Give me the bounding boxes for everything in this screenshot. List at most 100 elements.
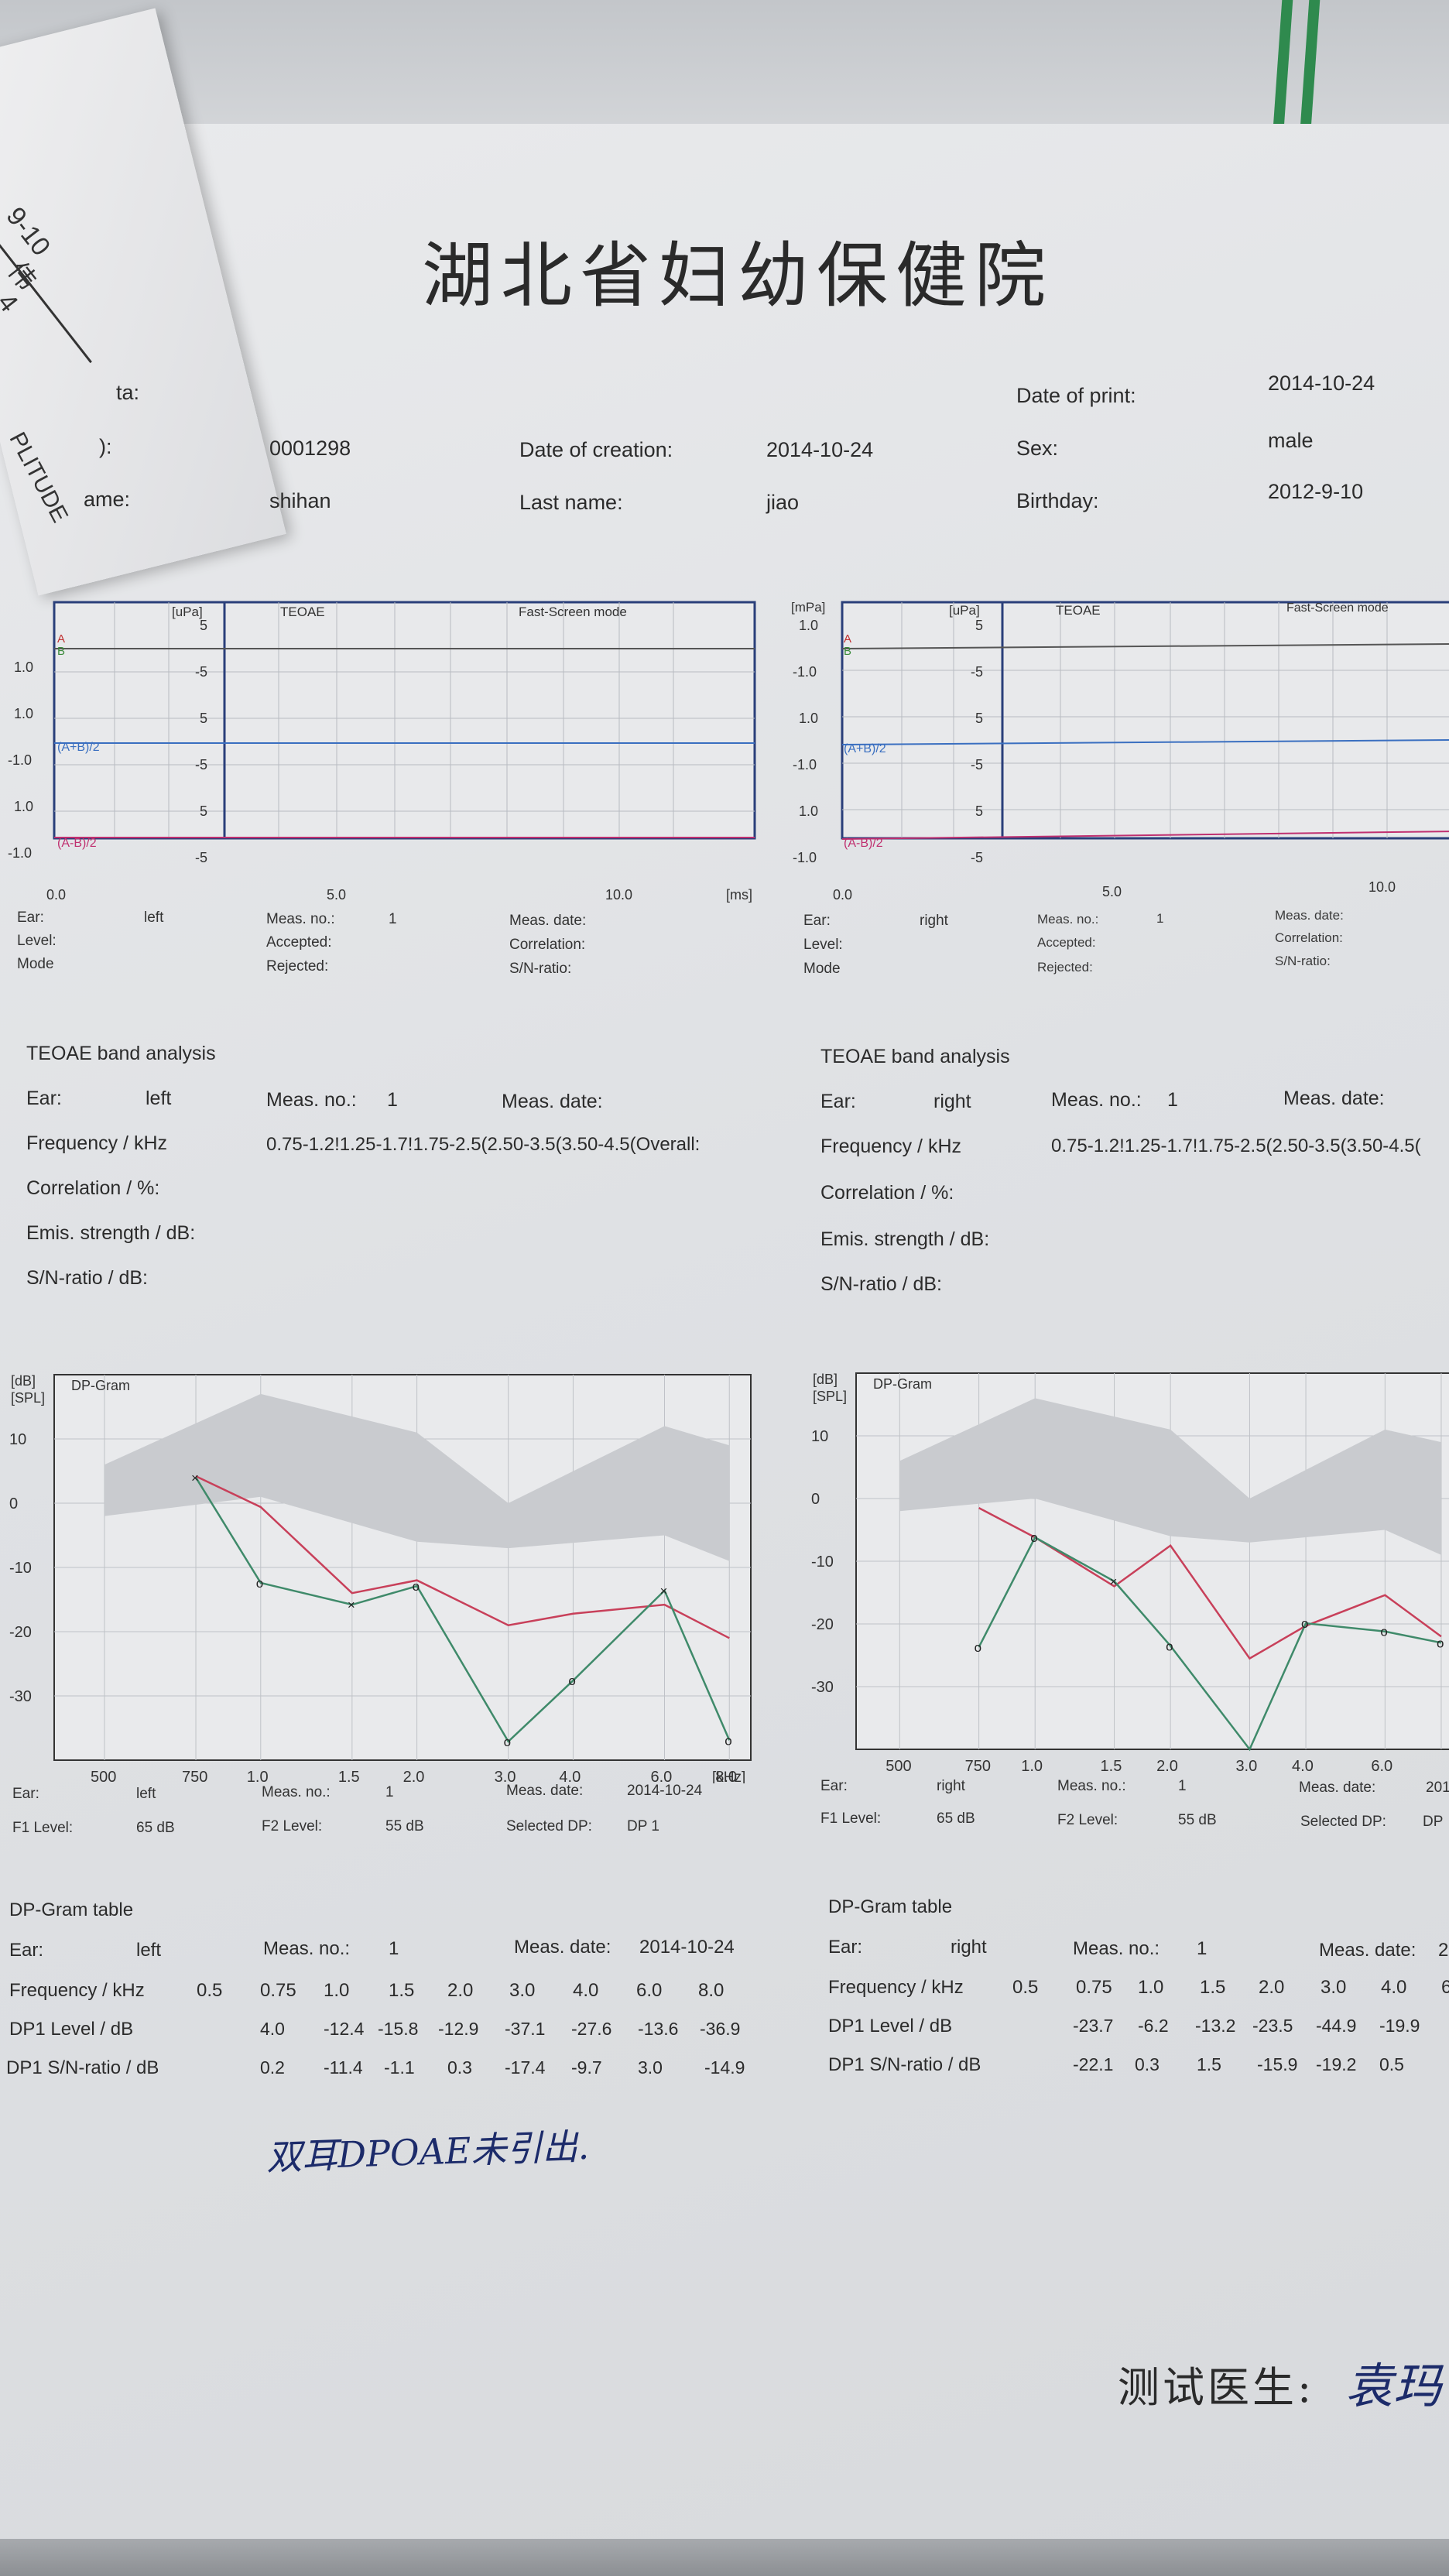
meas-no-label: Meas. no.: <box>1037 912 1099 927</box>
x-tick: 750 <box>182 1769 207 1783</box>
table-cell: -15.9 <box>1257 2054 1298 2074</box>
normal-range-band <box>899 1398 1441 1555</box>
dp-gram-title: DP-Gram <box>873 1376 932 1392</box>
dp-level-label: DP1 Level / dB <box>828 2016 953 2036</box>
meas-no: 1 <box>389 1938 399 1959</box>
x-tick: 0.0 <box>46 887 66 903</box>
y-tick: -1.0 <box>793 664 817 680</box>
unit-upa: [uPa] <box>172 605 203 619</box>
meas-no-label: Meas. no.: <box>266 1089 357 1111</box>
dp-point-marker: o <box>1437 1636 1444 1650</box>
x-tick: 0.0 <box>833 887 852 903</box>
x-tick: 5.0 <box>1102 884 1122 899</box>
ear-label: Ear: <box>820 1778 848 1794</box>
label-diff: (A-B)/2 <box>57 837 97 850</box>
table-cell: 2.0 <box>1259 1977 1285 1998</box>
selected-dp-label: Selected DP: <box>1300 1814 1386 1830</box>
ear-label: Ear: <box>26 1088 62 1109</box>
inner-tick: -5 <box>195 757 207 772</box>
table-cell: 6.0 <box>636 1980 663 2001</box>
meas-date: 2014-10-24 <box>627 1783 703 1799</box>
first-name-label: ame: <box>84 488 131 511</box>
y-tick: 10 <box>811 1428 828 1445</box>
unit-upa: [uPa] <box>949 603 980 618</box>
inner-tick: 5 <box>200 803 207 819</box>
date-of-print: 2014-10-24 <box>1268 372 1375 395</box>
selected-dp-label: Selected DP: <box>506 1818 592 1834</box>
frequency-bands: 0.75-1.2!1.25-1.7!1.75-2.5(2.50-3.5(3.50… <box>266 1134 701 1155</box>
meas-no-label: Meas. no.: <box>1073 1938 1160 1959</box>
y-tick: -30 <box>9 1688 32 1705</box>
table-cell: 0.5 <box>1012 1977 1039 1998</box>
sn-ratio-label: S/N-ratio / dB: <box>820 1273 942 1295</box>
dp-point-marker: o <box>568 1673 575 1688</box>
dp-point-marker: o <box>1380 1625 1387 1639</box>
table-cell: 1.5 <box>1197 2054 1221 2074</box>
dp-point-marker: o <box>413 1579 420 1594</box>
y-tick: 0 <box>9 1495 18 1512</box>
meas-no: 1 <box>385 1784 394 1800</box>
sex: male <box>1268 429 1314 452</box>
x-tick: 3.0 <box>495 1769 516 1783</box>
table-cell: -19.2 <box>1316 2054 1357 2074</box>
inner-tick: -5 <box>971 757 983 772</box>
dp-gram-title: DP-Gram <box>71 1378 130 1393</box>
band-title: TEOAE band analysis <box>820 1046 1010 1067</box>
date-of-print-label: Date of print: <box>1016 384 1136 407</box>
dp-gram-chart-left: × o × o o o × o DP-Gram [dB][SPL] 10 0 -10 -20 -30 500 7… <box>9 1373 752 1783</box>
sex-label: Sex: <box>1016 437 1059 460</box>
inner-tick: -5 <box>195 850 207 865</box>
dp-table-title: DP-Gram table <box>828 1896 953 1917</box>
ear-value: left <box>146 1088 172 1109</box>
ear-value: right <box>951 1937 987 1958</box>
table-cell: 6 <box>1441 1977 1449 1998</box>
f2-level: 55 dB <box>385 1818 424 1834</box>
y-tick: -1.0 <box>793 757 817 772</box>
inner-tick: -5 <box>971 664 983 680</box>
teoae-chart-right: [mPa] [uPa] TEOAE Fast-Screen mode A B (… <box>791 600 1449 903</box>
date-of-creation: 2014-10-24 <box>766 438 874 461</box>
meas-no-label: Meas. no.: <box>266 911 335 927</box>
table-cell: -19.9 <box>1379 2016 1420 2036</box>
teoae-title: TEOAE <box>280 605 325 619</box>
table-cell: 2.0 <box>447 1980 474 2001</box>
level-label: Level: <box>17 933 57 949</box>
y-axis-label: [SPL] <box>813 1389 847 1404</box>
first-name: shihan <box>269 489 331 512</box>
dp-sn-label: DP1 S/N-ratio / dB <box>6 2057 159 2078</box>
table-cell: -22.1 <box>1073 2054 1114 2074</box>
frequency-label: Frequency / kHz <box>820 1136 962 1157</box>
label-a: A <box>844 632 851 646</box>
y-tick: 1.0 <box>799 803 818 819</box>
table-cell: 1.0 <box>1138 1977 1164 1998</box>
date-of-creation-label: Date of creation: <box>519 438 673 461</box>
table-cell: -15.8 <box>378 2019 419 2039</box>
inner-tick: 5 <box>975 711 983 726</box>
f2-level-label: F2 Level: <box>1057 1812 1118 1828</box>
trace-diff-line <box>841 831 1449 840</box>
meas-date-label: Meas. date: <box>509 913 587 929</box>
x-tick: 1.5 <box>1101 1758 1122 1775</box>
table-cell: -13.2 <box>1195 2016 1236 2036</box>
label-a: A <box>57 632 65 646</box>
x-tick: 1.5 <box>338 1769 360 1783</box>
normal-range-band <box>104 1393 730 1561</box>
dp-point-marker: o <box>975 1640 981 1655</box>
mode-label: Mode <box>803 961 841 977</box>
correlation-label: Correlation: <box>509 937 586 953</box>
dp-point-marker: o <box>1301 1616 1308 1631</box>
x-tick: 500 <box>91 1769 116 1783</box>
frequency-bands: 0.75-1.2!1.25-1.7!1.75-2.5(2.50-3.5(3.50… <box>1051 1136 1421 1156</box>
table-cell: 4.0 <box>1381 1977 1407 1998</box>
f1-level-label: F1 Level: <box>820 1810 882 1827</box>
ear-label: Ear: <box>803 913 831 929</box>
correlation-label: Correlation: <box>1275 930 1343 945</box>
table-cell: 4.0 <box>573 1980 599 2001</box>
x-tick: 750 <box>965 1758 991 1775</box>
ear-label: Ear: <box>12 1786 39 1802</box>
accepted-label: Accepted: <box>1037 935 1096 950</box>
x-tick: 1.0 <box>247 1769 269 1783</box>
x-tick: 10.0 <box>1368 879 1396 895</box>
dp-point-marker: o <box>724 1733 731 1748</box>
inner-tick: -5 <box>971 850 983 865</box>
